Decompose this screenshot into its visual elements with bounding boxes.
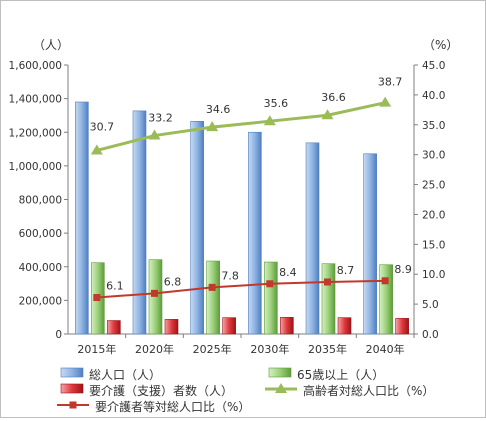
- line-elderly-ratio: [96, 101, 386, 152]
- legend-label: 65歳以上（人）: [297, 368, 384, 382]
- bar-care-needed: [164, 319, 179, 335]
- left-axis-unit-label: （人）: [33, 38, 69, 52]
- legend-label: 要介護（支援）者数（人）: [89, 383, 233, 398]
- right-axis-tick-label: 25.0: [422, 180, 445, 192]
- x-axis-tick-label: 2030年: [250, 342, 289, 356]
- left-axis-tick-label: 600,000: [19, 228, 62, 240]
- line-care-ratio: [96, 279, 386, 299]
- data-label-elderly-ratio: 30.7: [90, 120, 115, 133]
- bar-age65-plus: [379, 264, 393, 335]
- marker-elderly-ratio: [206, 121, 219, 132]
- legend-symbol: [69, 401, 77, 409]
- data-label-elderly-ratio: 36.6: [321, 91, 346, 104]
- left-axis-tick-label: 1,400,000: [9, 94, 62, 106]
- x-axis-tick-label: 2020年: [135, 342, 174, 356]
- bar-care-needed: [280, 317, 294, 335]
- bar-total-population: [248, 131, 262, 335]
- marker-elderly-ratio: [148, 129, 161, 140]
- left-axis-tick-label: 200,000: [19, 295, 62, 307]
- data-label-care-ratio: 6.8: [164, 275, 182, 288]
- bar-care-needed: [107, 320, 121, 335]
- marker-care-ratio: [324, 278, 331, 286]
- right-axis-tick-label: 5.0: [422, 299, 439, 311]
- bar-age65-plus: [264, 261, 278, 335]
- data-label-elderly-ratio: 33.2: [148, 112, 173, 125]
- x-axis-tick-label: 2015年: [77, 342, 116, 356]
- legend-label: 総人口（人）: [89, 368, 161, 382]
- marker-elderly-ratio: [321, 109, 334, 120]
- bar-total-population: [132, 110, 147, 335]
- legend-label: 高齢者対総人口比（%）: [303, 383, 434, 398]
- data-label-care-ratio: 7.8: [221, 269, 239, 282]
- data-label-care-ratio: 8.7: [337, 264, 355, 277]
- right-axis-tick-label: 35.0: [422, 120, 445, 132]
- marker-care-ratio: [266, 280, 274, 288]
- right-axis-tick-label: 0.0: [422, 329, 439, 341]
- legend-label: 要介護者等対総人口比（%）: [95, 399, 250, 414]
- legend-symbol: [60, 367, 84, 378]
- bar-total-population: [190, 121, 204, 335]
- data-label-elderly-ratio: 38.7: [378, 76, 403, 89]
- marker-care-ratio: [151, 289, 158, 297]
- left-axis-tick-label: 1,600,000: [9, 60, 62, 72]
- right-axis-tick-label: 30.0: [422, 150, 445, 162]
- legend-symbol: [60, 383, 84, 394]
- data-label-care-ratio: 8.9: [394, 263, 412, 276]
- x-axis-tick-label: 2025年: [193, 342, 232, 356]
- marker-elderly-ratio: [263, 115, 276, 126]
- x-axis-tick-label: 2040年: [366, 342, 405, 356]
- data-label-elderly-ratio: 35.6: [264, 97, 289, 110]
- marker-care-ratio: [93, 294, 101, 302]
- bar-total-population: [363, 153, 377, 335]
- marker-elderly-ratio: [379, 96, 392, 107]
- right-axis-tick-label: 10.0: [422, 269, 445, 281]
- left-axis-tick-label: 800,000: [19, 195, 62, 207]
- left-axis-tick-label: 0: [55, 329, 62, 341]
- right-axis-tick-label: 45.0: [422, 60, 445, 72]
- data-label-care-ratio: 6.1: [106, 280, 124, 293]
- data-label-elderly-ratio: 34.6: [206, 103, 231, 116]
- bar-age65-plus: [206, 260, 220, 335]
- marker-elderly-ratio: [90, 144, 103, 155]
- right-axis-unit-label: （%）: [423, 38, 458, 52]
- bar-total-population: [75, 101, 89, 335]
- bar-age65-plus: [321, 263, 336, 335]
- bar-care-needed: [337, 317, 352, 335]
- x-axis-tick-label: 2035年: [308, 342, 347, 356]
- right-axis-tick-label: 15.0: [422, 239, 445, 251]
- bar-total-population: [305, 142, 320, 335]
- legend-symbol: [275, 383, 287, 393]
- marker-care-ratio: [381, 277, 389, 285]
- right-axis-tick-label: 40.0: [422, 90, 445, 102]
- bar-care-needed: [395, 318, 409, 335]
- marker-care-ratio: [208, 283, 216, 291]
- left-axis-tick-label: 1,200,000: [9, 127, 62, 139]
- plot-area: [68, 65, 414, 334]
- data-label-care-ratio: 8.4: [279, 266, 297, 279]
- legend-symbol: [268, 367, 292, 378]
- right-axis-tick-label: 20.0: [422, 209, 445, 221]
- bar-care-needed: [222, 317, 236, 335]
- left-axis-tick-label: 400,000: [19, 262, 62, 274]
- left-axis-tick-label: 1,000,000: [9, 161, 62, 173]
